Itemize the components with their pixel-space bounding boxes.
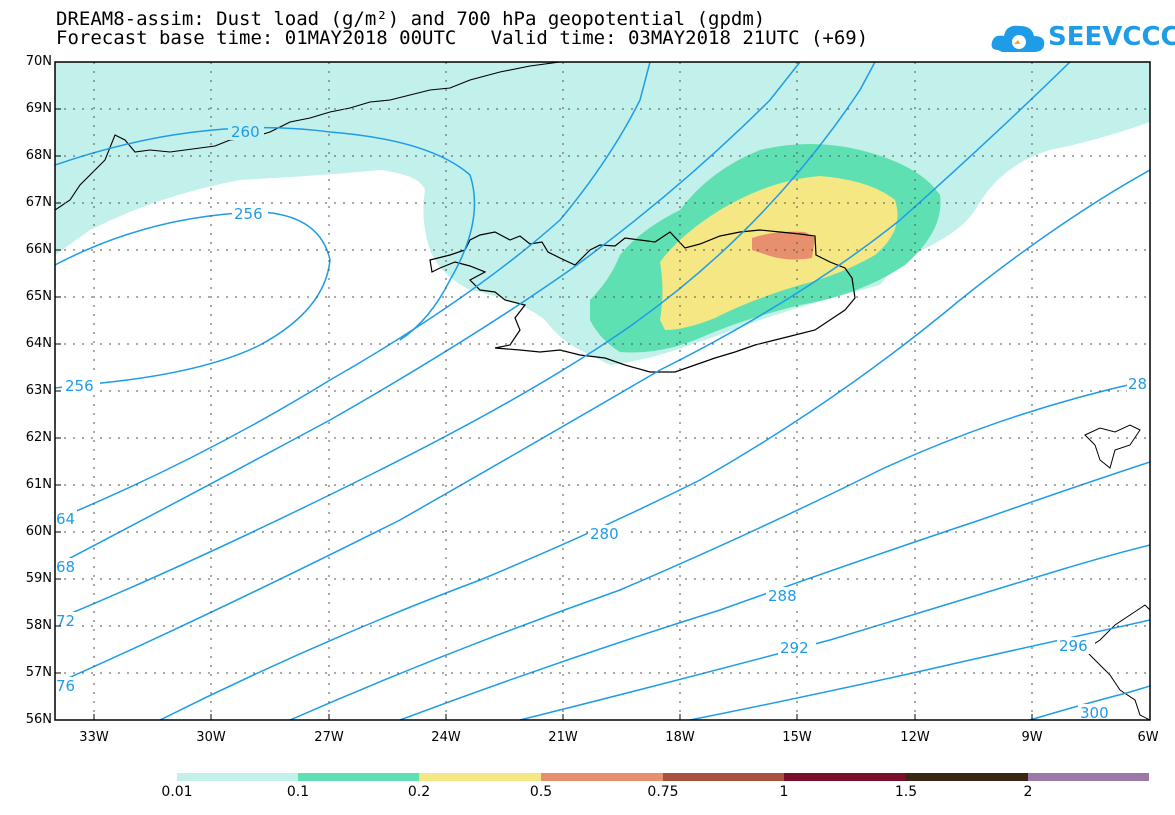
contour-label-260: 260 [231, 123, 260, 141]
iceland-coastline [429, 229, 856, 373]
colorbar-swatch-0 [177, 773, 298, 781]
colorbar-label: 0.75 [647, 784, 679, 800]
contour-label-296: 296 [1059, 637, 1088, 655]
seevccc-logo: SEEVCCC [990, 18, 1175, 58]
colorbar-swatch-3 [541, 773, 663, 781]
colorbar-label: 0.1 [286, 784, 310, 800]
contour-label-292: 292 [780, 639, 809, 657]
lat-label: 56N [25, 712, 52, 727]
colorbar-swatch-4 [663, 773, 784, 781]
contour-292 [519, 544, 1150, 720]
map-subtitle: Forecast base time: 01MAY2018 00UTC Vali… [56, 27, 869, 49]
contour-272 [55, 62, 876, 621]
lat-lon-grid [55, 62, 1150, 720]
contour-256 [55, 211, 331, 389]
lon-label: 18W [665, 730, 695, 745]
colorbar-label: 2 [1023, 784, 1033, 800]
contour-label-268: 68 [56, 558, 75, 576]
lat-label: 66N [25, 242, 52, 257]
contour-label-288: 288 [768, 587, 797, 605]
contour-labels: 260 256 256 64 68 72 76 280 28 288 292 2… [55, 123, 1150, 722]
contour-label-272: 72 [56, 612, 75, 630]
cloud-icon [991, 25, 1045, 52]
lon-label: 9W [1021, 730, 1043, 745]
geopotential-contours [55, 62, 1150, 720]
contour-label-300: 300 [1080, 704, 1109, 722]
faroe-coastline [1084, 424, 1141, 469]
lat-label: 59N [25, 571, 52, 586]
contour-label-256a: 256 [234, 205, 263, 223]
lon-label: 33W [79, 730, 109, 745]
contour-label-256b: 256 [65, 377, 94, 395]
contour-276 [55, 62, 1071, 685]
lat-label: 63N [25, 383, 52, 398]
colorbar-label: 0.5 [529, 784, 553, 800]
colorbar-swatch-2 [419, 773, 541, 781]
lon-label: 30W [196, 730, 226, 745]
colorbar [177, 773, 1149, 781]
contour-label-284: 28 [1128, 375, 1147, 393]
contour-296 [689, 619, 1150, 720]
lon-label: 27W [314, 730, 344, 745]
colorbar-label: 0.2 [407, 784, 431, 800]
colorbar-swatch-5 [784, 773, 906, 781]
lat-label: 64N [25, 336, 52, 351]
lat-label: 58N [25, 618, 52, 633]
lon-label: 15W [782, 730, 812, 745]
map-title: DREAM8-assim: Dust load (g/m²) and 700 h… [56, 8, 766, 30]
colorbar-label: 1.5 [894, 784, 918, 800]
lat-label: 67N [25, 195, 52, 210]
lon-label: 24W [431, 730, 461, 745]
contour-label-264: 64 [56, 510, 75, 528]
lon-label: 6W [1137, 730, 1159, 745]
lon-label: 21W [548, 730, 578, 745]
colorbar-label: 1 [779, 784, 789, 800]
logo-text: SEEVCCC [1048, 22, 1175, 52]
contour-264 [55, 62, 651, 521]
lat-label: 68N [25, 148, 52, 163]
contour-288 [399, 461, 1150, 720]
contour-284 [289, 379, 1150, 720]
scotland-coastline [1084, 604, 1150, 720]
contour-268 [55, 62, 801, 567]
lat-label: 70N [25, 54, 52, 69]
contour-260 [55, 126, 476, 341]
lat-label: 60N [25, 524, 52, 539]
colorbar-label: 0.01 [161, 784, 193, 800]
colorbar-swatch-6 [906, 773, 1028, 781]
lon-label: 12W [900, 730, 930, 745]
contour-label-276: 76 [56, 677, 75, 695]
dust-region-05 [752, 231, 815, 260]
lat-label: 69N [25, 101, 52, 116]
lat-label: 62N [25, 430, 52, 445]
axis-ticks [55, 61, 1033, 720]
colorbar-swatch-1 [298, 773, 419, 781]
lat-label: 61N [25, 477, 52, 492]
contour-280 [159, 169, 1150, 720]
colorbar-swatch-7 [1028, 773, 1149, 781]
lat-label: 57N [25, 665, 52, 680]
dust-region-001 [55, 62, 1150, 365]
lat-label: 65N [25, 289, 52, 304]
contour-label-280: 280 [590, 525, 619, 543]
